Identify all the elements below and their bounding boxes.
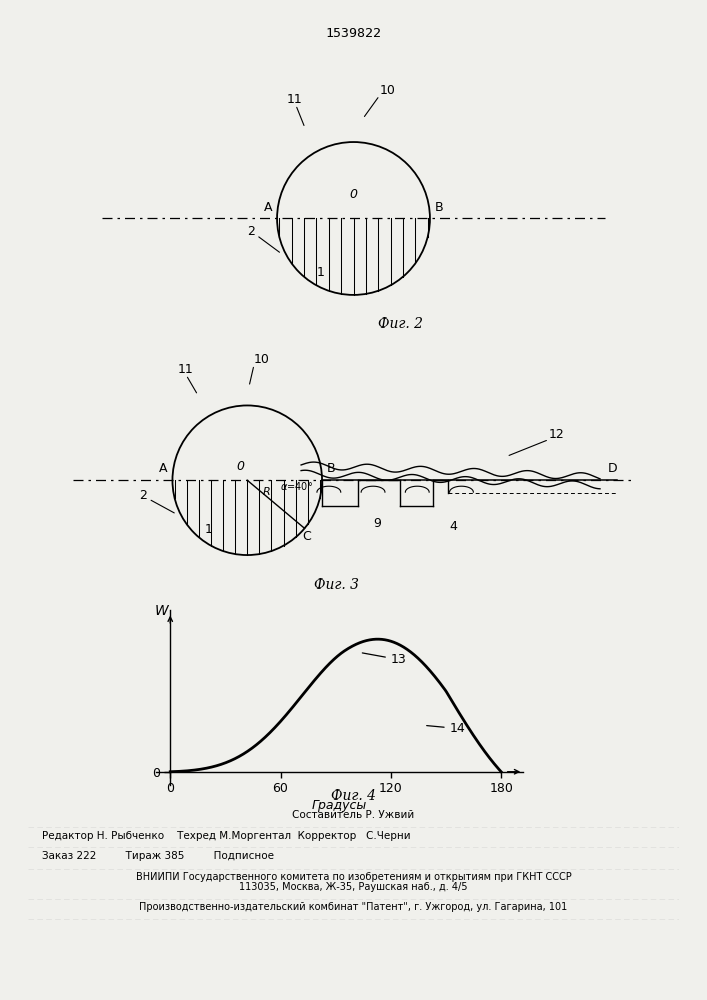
Text: 11: 11 [177,363,193,376]
Text: 4: 4 [450,520,457,533]
Text: ВНИИПИ Государственного комитета по изобретениям и открытиям при ГКНТ СССР: ВНИИПИ Государственного комитета по изоб… [136,872,571,882]
Text: 2: 2 [247,225,255,238]
Text: Редактор Н. Рыбченко    Техред М.Моргентал  Корректор   С.Черни: Редактор Н. Рыбченко Техред М.Моргентал … [42,831,411,841]
Text: Фиг. 3: Фиг. 3 [314,578,359,592]
Text: 0: 0 [349,188,358,201]
Text: $\alpha$=40°: $\alpha$=40° [279,480,312,492]
Text: 1539822: 1539822 [325,27,382,40]
Text: B: B [327,462,336,475]
Text: 11: 11 [286,93,302,106]
Text: Фиг. 2: Фиг. 2 [378,317,423,331]
Text: Составитель Р. Ужвий: Составитель Р. Ужвий [293,810,414,820]
Text: 1: 1 [317,266,325,279]
Text: Заказ 222         Тираж 385         Подписное: Заказ 222 Тираж 385 Подписное [42,851,274,861]
Text: A: A [159,462,168,475]
Text: 9: 9 [373,517,381,530]
Text: 14: 14 [427,722,465,735]
Text: R: R [262,487,270,497]
Text: W: W [154,604,168,618]
Text: 10: 10 [254,353,270,366]
X-axis label: Градусы: Градусы [312,799,367,812]
Text: 13: 13 [362,653,407,666]
Text: 0: 0 [236,460,245,473]
Text: B: B [435,201,443,214]
Text: Фиг. 4: Фиг. 4 [331,789,376,803]
Text: 1: 1 [205,523,213,536]
Text: 2: 2 [139,489,146,502]
Text: 12: 12 [549,428,565,441]
Text: A: A [264,201,272,214]
Text: 10: 10 [380,84,395,97]
Text: D: D [608,462,617,475]
Text: Производственно-издательский комбинат "Патент", г. Ужгород, ул. Гагарина, 101: Производственно-издательский комбинат "П… [139,902,568,912]
Text: C: C [302,530,310,543]
Text: 113035, Москва, Ж-35, Раушская наб., д. 4/5: 113035, Москва, Ж-35, Раушская наб., д. … [239,882,468,892]
